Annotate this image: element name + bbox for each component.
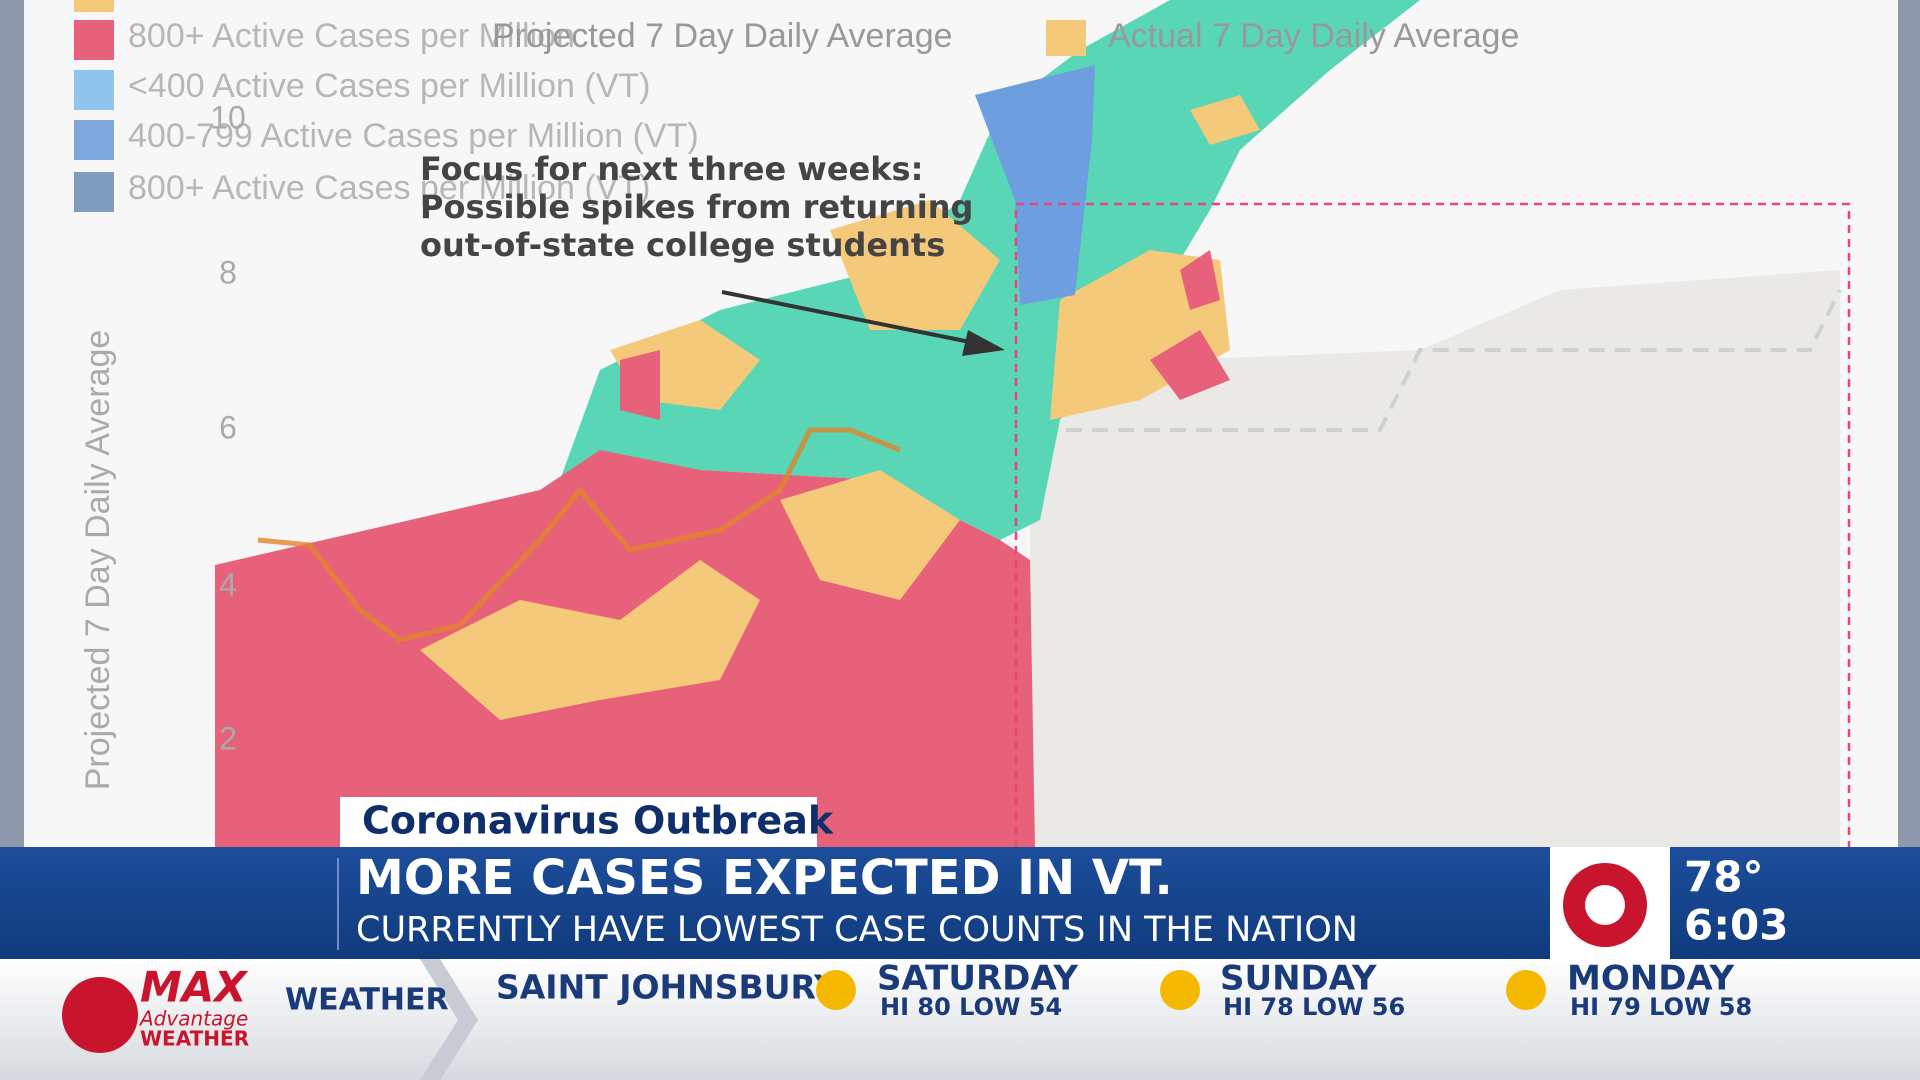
brand-tag: WEATHER [140, 1027, 249, 1051]
divider [337, 858, 339, 950]
left-edge [0, 0, 24, 960]
arrow-line [721, 290, 986, 347]
map [215, 0, 1851, 906]
right-edge [1898, 0, 1920, 960]
sun-icon [1160, 970, 1200, 1010]
region-red [1180, 250, 1220, 310]
sun-icon [1506, 970, 1546, 1010]
legend-swatch [1046, 20, 1086, 56]
dashed-boundary [1040, 289, 1842, 432]
clock: 6:03 [1684, 901, 1788, 950]
axis-tick: 2 [219, 720, 237, 756]
axis-tick: 4 [219, 566, 237, 602]
region-yellow [420, 560, 760, 720]
ticker-band [0, 959, 1920, 1080]
station-logo-eye [1585, 885, 1625, 925]
legend-label: 400-799 Active Cases per Million (VT) [128, 117, 699, 155]
temperature: 78° [1684, 853, 1763, 902]
brand-logo [62, 977, 138, 1053]
banner-headline: MORE CASES EXPECTED IN VT. [356, 850, 1173, 906]
axis-tick: 8 [219, 254, 237, 290]
axis-tick: 6 [219, 409, 237, 445]
forecast-day: MONDAY [1567, 959, 1734, 999]
legend-label: <400 Active Cases per Million (VT) [128, 67, 650, 105]
ticker-chevron [420, 959, 478, 1080]
forecast-day: SATURDAY [877, 959, 1078, 999]
region-blue [975, 65, 1095, 305]
annotation-line: Focus for next three weeks: [420, 150, 923, 188]
tag-box [340, 797, 817, 847]
axis-tick: 10 [210, 99, 246, 135]
legend-swatch [74, 120, 114, 160]
ticker-label: WEATHER [285, 983, 449, 1018]
forecast: SATURDAY HI 80 LOW 54 SUNDAY HI 78 LOW 5… [816, 959, 1752, 1021]
arrow-head [962, 330, 1005, 356]
legend-swatch [74, 20, 114, 60]
legend-label: 800+ Active Cases per Million [128, 17, 575, 55]
legend-swatch [74, 0, 114, 12]
forecast-temps: HI 78 LOW 56 [1223, 993, 1405, 1021]
forecast-temps: HI 80 LOW 54 [880, 993, 1062, 1021]
axis-title: Projected 7 Day Daily Average [79, 330, 117, 791]
ocean [1030, 270, 1840, 847]
region-yellow [780, 470, 960, 600]
annotation-line: Possible spikes from returning [420, 188, 973, 226]
legend-swatch [74, 172, 114, 212]
sun-icon [816, 970, 856, 1010]
forecast-day: SUNDAY [1220, 959, 1377, 999]
legend-label: Projected 7 Day Daily Average [492, 17, 953, 55]
legend-label: 800+ Active Cases per Million (VT) [128, 169, 650, 207]
region-yellow [1190, 95, 1260, 145]
banner-subhead: CURRENTLY HAVE LOWEST CASE COUNTS IN THE… [356, 910, 1358, 950]
region-red [1150, 330, 1230, 400]
legend-swatch [74, 70, 114, 110]
forecast-temps: HI 79 LOW 58 [1570, 993, 1752, 1021]
region-yellow [1050, 250, 1230, 420]
brand-sub: Advantage [138, 1007, 248, 1031]
trend-line [257, 427, 901, 643]
banner-tag: Coronavirus Outbreak [362, 799, 834, 843]
ticker-location: SAINT JOHNSBURY [496, 968, 839, 1007]
legend-label: Actual 7 Day Daily Average [1108, 17, 1519, 55]
annotation-line: out-of-state college students [420, 226, 945, 264]
region-yellow [830, 200, 1000, 330]
legend: 800+ Active Cases per Million Projected … [74, 0, 1519, 212]
region-red [620, 350, 660, 420]
brand-name: MAX [140, 963, 249, 1012]
